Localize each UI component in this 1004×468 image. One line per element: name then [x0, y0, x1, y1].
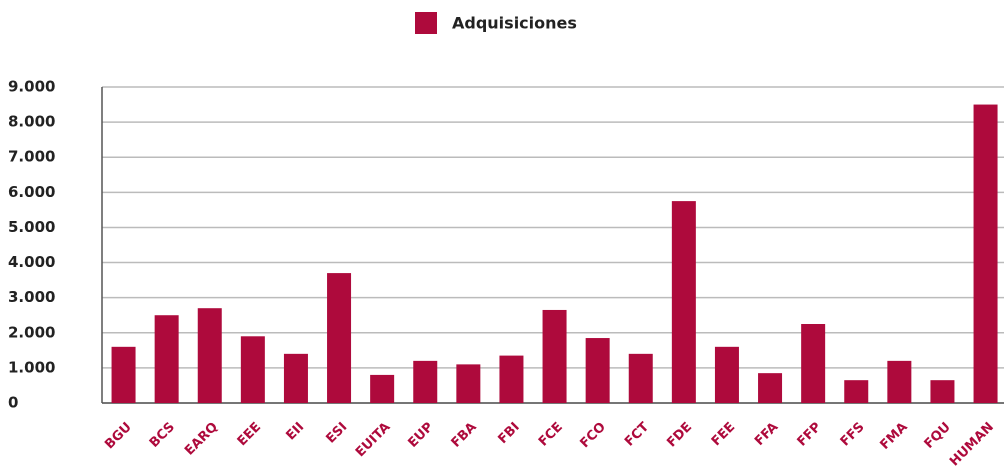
bar	[197, 308, 222, 403]
bar	[801, 324, 826, 403]
x-tick-label: EUP	[405, 420, 436, 451]
bar	[370, 374, 395, 403]
bar	[671, 201, 696, 403]
x-tick-label: FCT	[622, 420, 652, 450]
bar	[930, 380, 955, 403]
bar	[585, 338, 610, 403]
x-tick-label: EUITA	[353, 420, 393, 460]
bar	[844, 380, 869, 403]
bar	[628, 353, 653, 403]
x-tick-label: FBI	[495, 420, 522, 447]
bar	[714, 346, 739, 403]
bar	[456, 364, 481, 403]
legend-swatch	[415, 12, 437, 34]
x-tick-label: FCO	[577, 420, 608, 451]
bar	[499, 355, 524, 403]
bar	[758, 373, 783, 403]
x-tick-label: EII	[284, 420, 308, 444]
bar	[111, 346, 136, 403]
x-tick-label: BCS	[147, 420, 178, 451]
y-tick-label: 8.000	[8, 113, 55, 131]
x-tick-label: FFA	[752, 420, 781, 449]
y-tick-label: 9.000	[8, 78, 55, 96]
y-tick-label: 5.000	[8, 218, 55, 236]
x-tick-label: FMA	[877, 420, 910, 453]
legend-label: Adquisiciones	[452, 14, 577, 33]
y-tick-label: 1.000	[8, 358, 55, 376]
x-tick-label: EEE	[235, 420, 264, 449]
x-tick-label: FCE	[536, 420, 566, 450]
x-tick-label: FFS	[838, 420, 868, 450]
x-tick-label: FDE	[664, 420, 695, 451]
y-tick-label: 4.000	[8, 253, 55, 271]
y-tick-label: 3.000	[8, 288, 55, 306]
bar	[542, 309, 567, 403]
bar	[327, 273, 352, 403]
y-tick-label: 2.000	[8, 323, 55, 341]
x-tick-label: FFP	[795, 420, 825, 450]
y-tick-label: 7.000	[8, 148, 55, 166]
bar	[154, 315, 179, 403]
bar	[973, 104, 998, 404]
x-tick-label: HUMAN	[947, 420, 997, 468]
x-tick-label: EARQ	[182, 420, 221, 459]
bar	[887, 360, 912, 403]
bar	[240, 336, 265, 403]
x-tick-label: ESI	[323, 420, 350, 447]
x-tick-label: FEE	[709, 420, 738, 449]
x-tick-label: FBA	[449, 420, 480, 451]
y-tick-label: 6.000	[8, 183, 55, 201]
bar	[413, 360, 438, 403]
bar	[283, 353, 308, 403]
x-tick-label: BGU	[102, 420, 135, 453]
y-tick-label: 0	[8, 394, 18, 412]
x-tick-label: FQU	[922, 420, 954, 452]
